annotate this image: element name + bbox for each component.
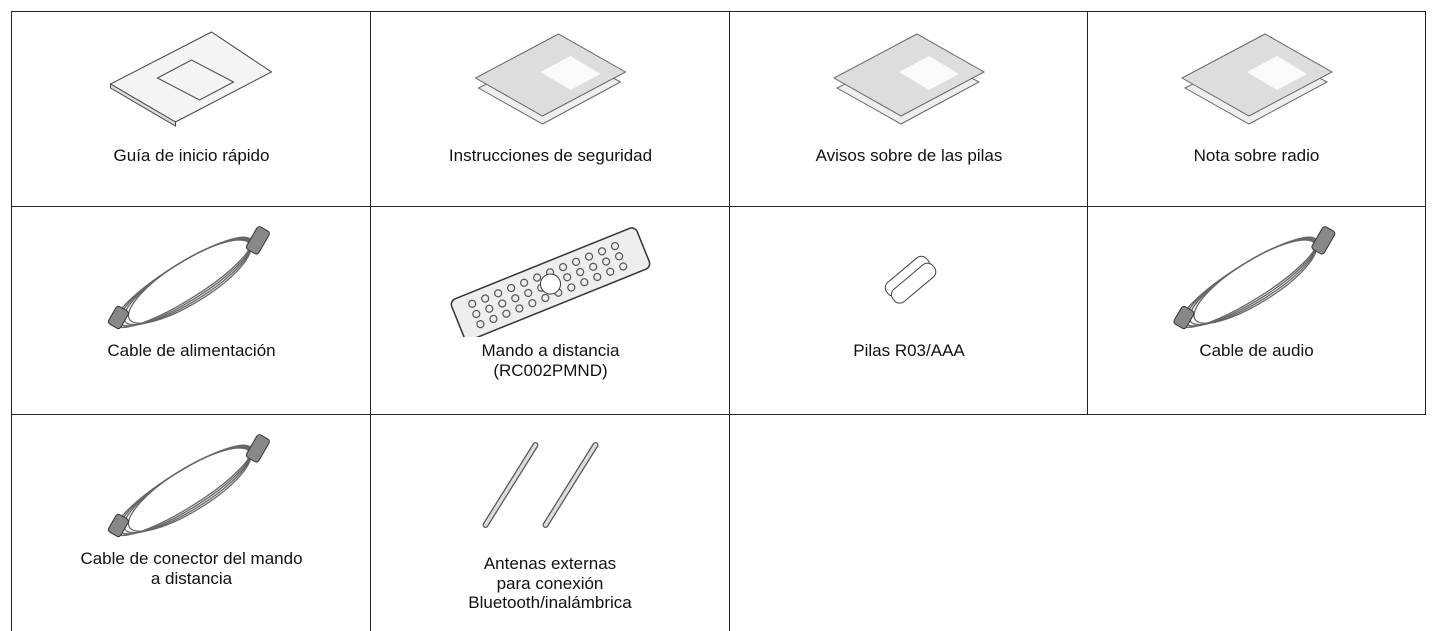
table-cell: Pilas R03/AAA xyxy=(729,206,1088,415)
table-cell: Antenas externas para conexión Bluetooth/i… xyxy=(370,414,730,631)
label-line: Guía de inicio rápido xyxy=(113,146,270,165)
accessories-table: Guía de inicio rápido Instrucciones de se… xyxy=(11,11,1426,631)
label-line: Nota sobre radio xyxy=(1193,146,1320,165)
label-line: Instrucciones de seguridad xyxy=(448,146,653,165)
item-label: Avisos sobre de las pilas xyxy=(730,146,1088,166)
item-label: Antenas externas para conexión Bluetooth/i… xyxy=(371,554,729,613)
item-label: Cable de audio xyxy=(1088,341,1425,361)
label-line: Cable de audio xyxy=(1199,341,1314,360)
item-illustration xyxy=(107,434,270,538)
table-cell: Nota sobre radio xyxy=(1087,11,1426,207)
item-illustration xyxy=(1180,33,1334,125)
item-label: Cable de conector del mando a distancia xyxy=(12,549,371,588)
item-illustration xyxy=(109,31,273,127)
table-cell: Guía de inicio rápido xyxy=(11,11,371,207)
table-cell: Cable de conector del mando a distancia xyxy=(11,414,371,631)
label-line: Cable de alimentación xyxy=(107,341,276,360)
item-label: Nota sobre radio xyxy=(1088,146,1425,166)
item-label: Instrucciones de seguridad xyxy=(371,146,730,166)
item-label: Guía de inicio rápido xyxy=(12,146,371,166)
table-cell: Instrucciones de seguridad xyxy=(370,11,730,207)
table-cell: Mando a distancia (RC002PMND) xyxy=(370,206,730,415)
item-label: Pilas R03/AAA xyxy=(730,341,1088,361)
label-line: a distancia xyxy=(150,568,233,588)
table-cell: Cable de alimentación xyxy=(11,206,371,415)
item-illustration xyxy=(107,226,270,330)
label-line: Avisos sobre de las pilas xyxy=(815,146,1003,165)
item-illustration xyxy=(832,33,986,125)
item-label: Cable de alimentación xyxy=(12,341,371,361)
label-line: Bluetooth/inalámbrica xyxy=(468,593,632,612)
item-illustration xyxy=(884,255,937,304)
label-line: Antenas externas xyxy=(483,554,617,573)
table-cell: Avisos sobre de las pilas xyxy=(729,11,1088,207)
label-line: Pilas R03/AAA xyxy=(853,341,965,360)
label-line: para conexión xyxy=(496,573,604,593)
item-illustration xyxy=(1173,226,1336,330)
item-illustration xyxy=(450,227,651,337)
item-illustration xyxy=(482,442,599,528)
label-line: (RC002PMND) xyxy=(493,360,608,380)
item-illustration xyxy=(474,33,627,125)
label-line: Cable de conector del mando xyxy=(80,549,303,568)
item-label: Mando a distancia (RC002PMND) xyxy=(371,341,730,380)
table-cell: Cable de audio xyxy=(1087,206,1426,415)
label-line: Mando a distancia xyxy=(481,341,620,360)
